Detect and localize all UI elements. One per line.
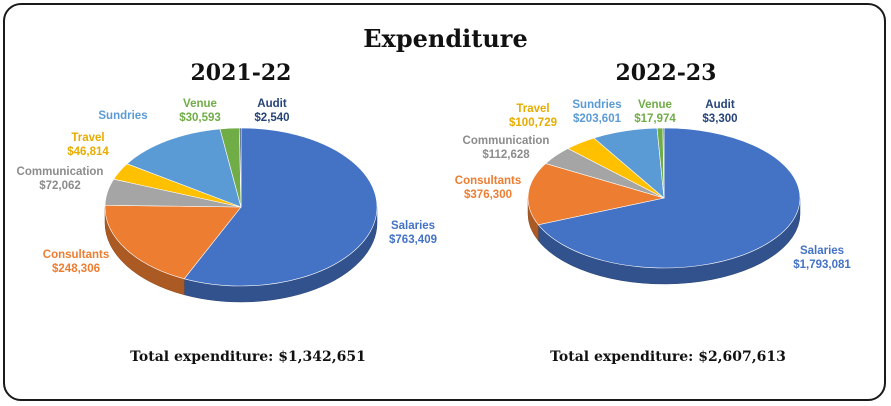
total-expenditure-2022-23: Total expenditure: $2,607,613 bbox=[550, 349, 786, 365]
slice-label-sundries: Sundries bbox=[98, 110, 147, 122]
slice-value-communication: $72,062 bbox=[39, 180, 81, 192]
slice-label-communication: Communication bbox=[463, 135, 550, 147]
slice-label-audit: Audit bbox=[257, 98, 287, 110]
slice-label-communication: Communication bbox=[17, 166, 104, 178]
total-expenditure-2021-22: Total expenditure: $1,342,651 bbox=[130, 349, 366, 365]
slice-label-consultants: Consultants bbox=[43, 249, 109, 261]
pie-slice-consultants bbox=[104, 204, 242, 280]
slice-label-consultants: Consultants bbox=[455, 175, 521, 187]
slice-value-consultants: $248,306 bbox=[52, 263, 100, 275]
pie-slice-audit bbox=[662, 127, 665, 199]
slice-label-travel: Travel bbox=[71, 132, 104, 144]
slice-value-venue: $17,974 bbox=[634, 113, 676, 125]
slice-label-salaries: Salaries bbox=[391, 220, 435, 232]
chart-title-2022-23: 2022-23 bbox=[615, 60, 717, 86]
pie-chart-2022-23: Salaries $1,793,081 Consultants $376,300 Com… bbox=[455, 99, 851, 285]
pie-slice-consultants bbox=[527, 163, 665, 226]
pie-slice-salaries bbox=[537, 127, 801, 269]
slice-value-venue: $30,593 bbox=[179, 112, 221, 124]
slice-value-audit: $2,540 bbox=[254, 112, 289, 124]
chart-title-2021-22: 2021-22 bbox=[190, 60, 292, 86]
pie-slice-sundries bbox=[126, 128, 242, 208]
slice-value-travel: $46,814 bbox=[67, 146, 109, 158]
pie-slice-salaries bbox=[183, 127, 378, 287]
slice-value-travel: $100,729 bbox=[509, 117, 557, 129]
slice-value-audit: $3,300 bbox=[702, 113, 737, 125]
pie-slice-audit bbox=[239, 127, 242, 208]
slice-label-sundries: Sundries bbox=[572, 99, 621, 111]
slice-value-consultants: $376,300 bbox=[464, 189, 512, 201]
slice-label-venue: Venue bbox=[638, 99, 672, 111]
slice-value-salaries: $1,793,081 bbox=[793, 259, 851, 271]
slice-label-audit: Audit bbox=[705, 99, 735, 111]
pie-chart-2021-22: Salaries $763,409 Consultants $248,306 Commu… bbox=[17, 98, 437, 303]
slice-value-salaries: $763,409 bbox=[389, 234, 437, 246]
slice-label-salaries: Salaries bbox=[800, 245, 844, 257]
slice-value-sundries: $203,601 bbox=[573, 113, 622, 125]
slice-label-venue: Venue bbox=[183, 98, 217, 110]
main-title: Expenditure bbox=[363, 24, 528, 53]
slice-value-communication: $112,628 bbox=[482, 149, 530, 161]
slice-label-travel: Travel bbox=[516, 103, 549, 115]
